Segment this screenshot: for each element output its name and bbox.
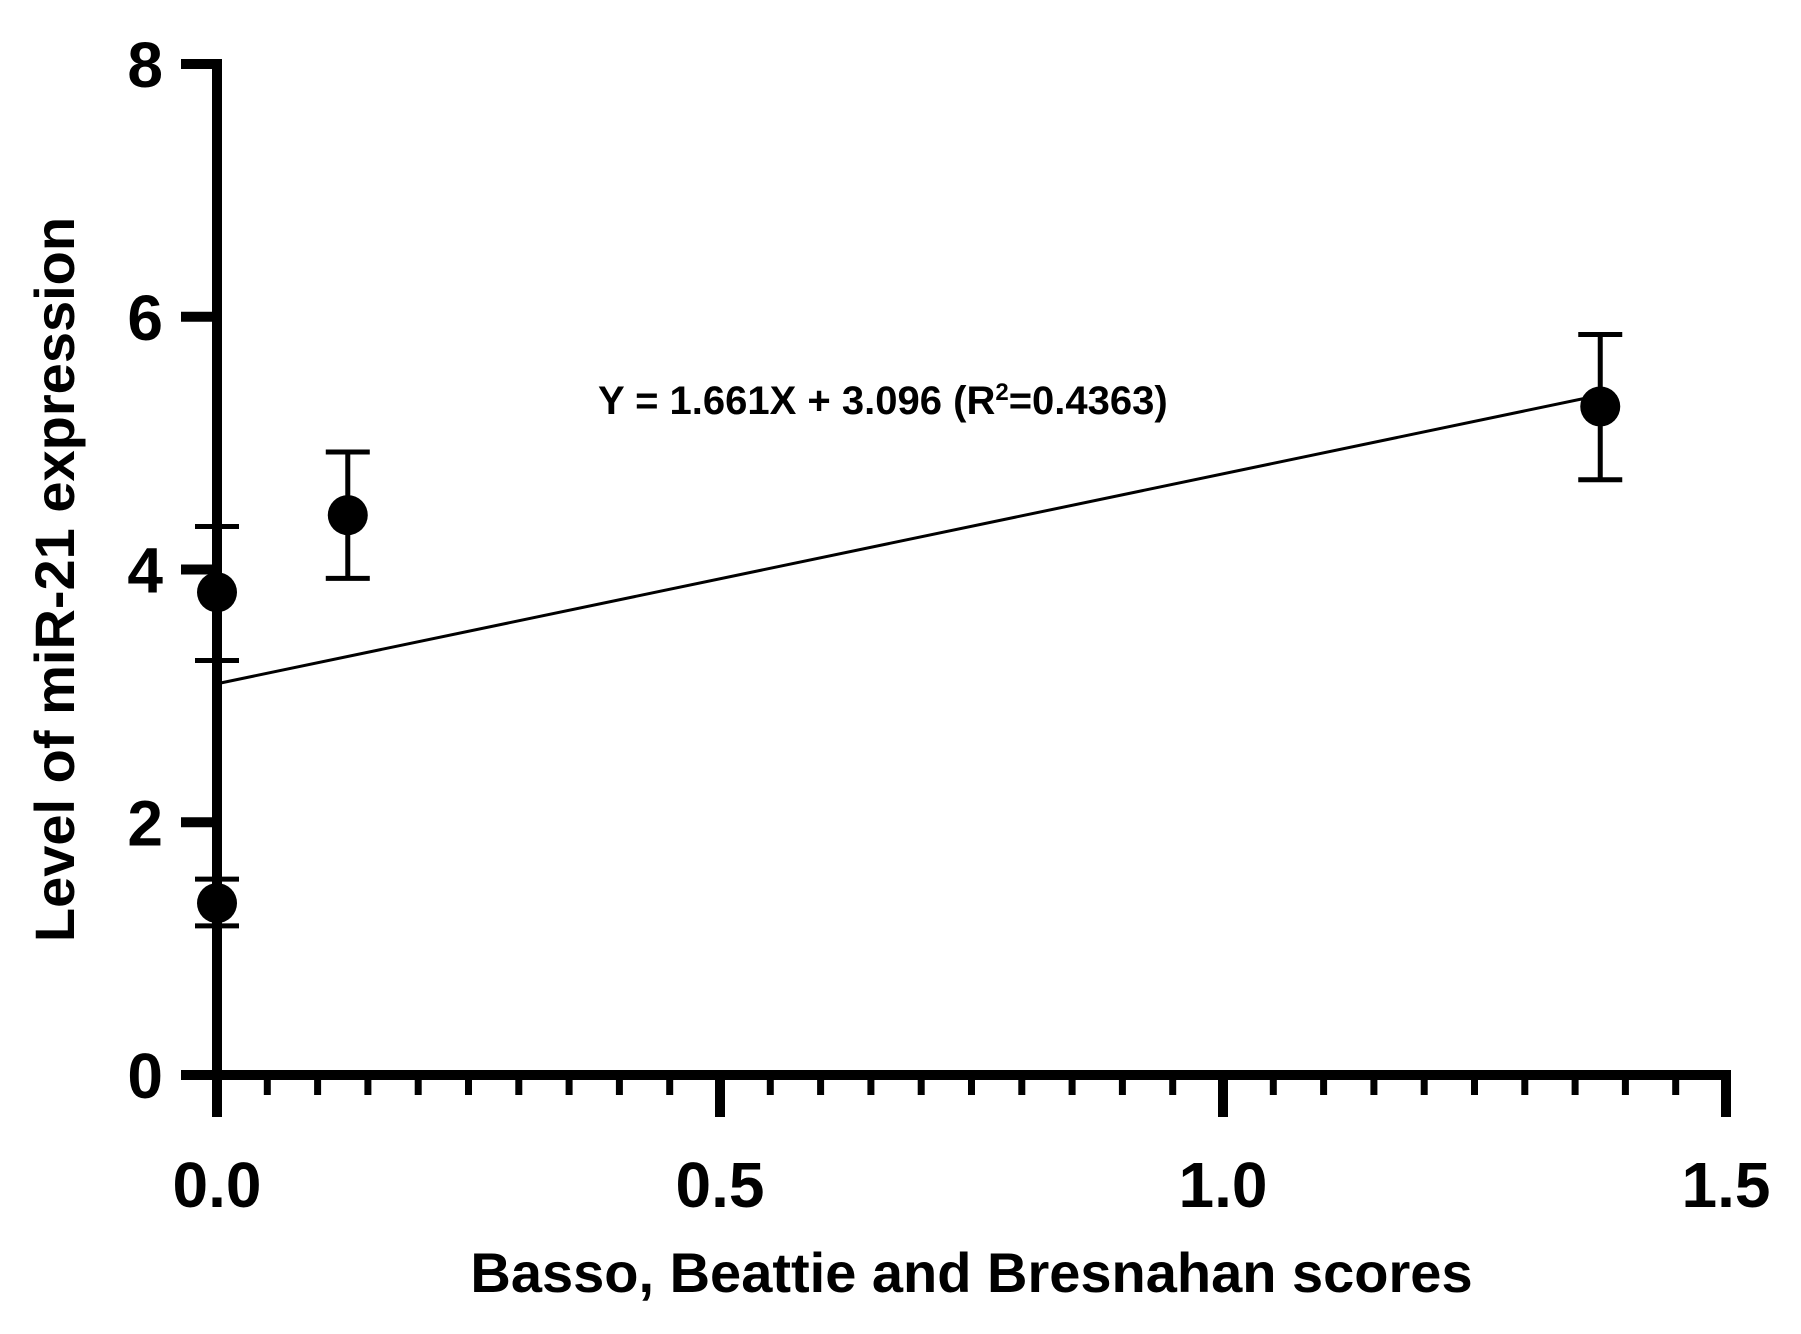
regression-label-superscript: 2 [995, 379, 1008, 406]
data-point [197, 572, 237, 613]
x-tick-label: 1.0 [1179, 1149, 1268, 1221]
data-point [1580, 386, 1621, 427]
y-ticks-group: 0 2 4 6 8 [127, 29, 217, 1112]
regression-line [216, 393, 1601, 686]
data-point [197, 883, 237, 924]
x-ticks-group: 0.0 0.5 1.0 1.5 [173, 1075, 1771, 1221]
x-tick-label: 1.5 [1682, 1149, 1771, 1221]
regression-equation-label: Y = 1.661X + 3.096 (R2=0.4363) [598, 379, 1168, 423]
y-tick-label: 0 [127, 1040, 163, 1112]
y-tick-label: 6 [127, 282, 163, 354]
y-tick-label: 8 [127, 29, 163, 101]
x-axis-title: Basso, Beattie and Bresnahan scores [470, 1241, 1472, 1304]
x-tick-label: 0.0 [173, 1149, 262, 1221]
regression-group [216, 393, 1601, 686]
error-bars-group [195, 331, 1623, 929]
regression-label-main: Y = 1.661X + 3.096 (R [598, 379, 995, 423]
y-tick-label: 4 [127, 535, 163, 607]
axes-group [212, 59, 1731, 1080]
y-tick-label: 2 [127, 787, 163, 859]
points-group [197, 386, 1621, 924]
y-axis-title: Level of miR-21 expression [23, 217, 86, 942]
data-point [327, 495, 368, 536]
x-tick-label: 0.5 [676, 1149, 765, 1221]
regression-label-tail: =0.4363) [1009, 379, 1168, 423]
